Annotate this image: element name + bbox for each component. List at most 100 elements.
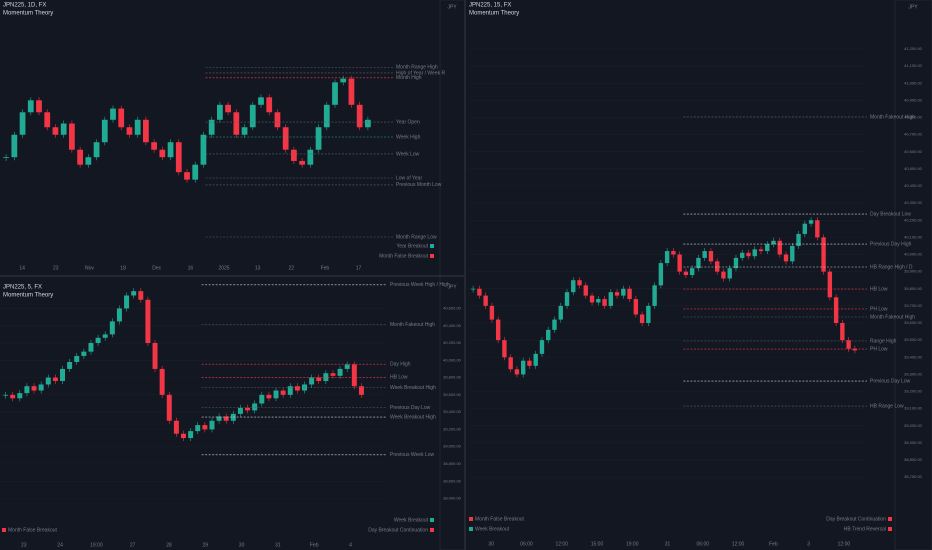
y-tick-label: 38,800.00: [443, 461, 462, 466]
candle: [10, 394, 16, 399]
date-label: 2025: [218, 265, 229, 271]
y-tick-label: 40,000.00: [443, 357, 462, 362]
candle: [95, 337, 101, 344]
level-label: Previous Day Low: [390, 405, 431, 411]
date-label: 27: [130, 542, 136, 548]
candle: [340, 78, 347, 83]
candle: [765, 244, 770, 252]
candle: [294, 386, 300, 391]
level-label: Month Fakeout High: [870, 114, 915, 120]
candle: [102, 334, 108, 338]
date-label: 31: [665, 541, 671, 547]
candle: [351, 364, 357, 387]
candle: [188, 431, 194, 439]
candle: [152, 343, 158, 369]
symbol: JPN225, 1D, FX: [3, 3, 46, 9]
candle: [151, 142, 157, 150]
y-tick-label: 39,100.00: [904, 406, 923, 411]
y-tick-label: 38,600.00: [443, 478, 462, 483]
candle: [299, 160, 305, 165]
candle: [67, 362, 73, 369]
candle: [19, 112, 26, 135]
candle: [274, 112, 281, 128]
date-label: 19:00: [626, 541, 639, 547]
level-label: PH Low: [870, 306, 888, 312]
candle: [614, 292, 620, 296]
candle: [702, 251, 707, 258]
candle: [307, 149, 314, 165]
candle: [3, 157, 9, 158]
date-label: 3: [807, 541, 810, 547]
candle: [815, 220, 820, 238]
indicator: Momentum Theory: [469, 11, 519, 17]
y-tick-label: 40,100.00: [904, 234, 923, 239]
candle: [796, 233, 801, 246]
legend-swatch: [888, 527, 892, 531]
candle: [521, 360, 526, 375]
candle: [116, 308, 122, 322]
candle: [280, 390, 286, 395]
level-label: Low of Year: [396, 175, 422, 181]
left-price-axis: [439, 0, 466, 550]
candle: [558, 305, 563, 320]
candle: [552, 319, 557, 330]
candle: [470, 288, 476, 290]
candle: [45, 377, 51, 385]
date-label: 12:00: [732, 541, 745, 547]
right-price-axis: [894, 0, 932, 550]
candle: [646, 305, 651, 324]
candle: [126, 127, 133, 135]
legend-swatch: [430, 528, 434, 532]
level-label: Day Breakout Low: [870, 211, 911, 217]
y-tick-label: 38,800.00: [904, 457, 923, 462]
date-label: Feb: [321, 265, 330, 271]
candle: [24, 386, 30, 394]
candle: [332, 82, 338, 105]
legend-label: Year Breakout: [396, 243, 428, 249]
candle: [602, 299, 607, 306]
y-tick-label: 39,800.00: [443, 375, 462, 380]
level-label: Week Breakout High: [390, 414, 436, 420]
candle: [208, 119, 215, 135]
candle: [266, 394, 272, 399]
candle: [733, 257, 739, 269]
candle: [44, 112, 51, 128]
candle: [721, 271, 726, 279]
candle: [639, 314, 645, 324]
candle: [241, 127, 248, 135]
candle: [145, 299, 151, 344]
level-label: HB Range High / D: [870, 264, 913, 270]
y-tick-label: 39,200.00: [443, 426, 462, 431]
candle: [192, 164, 199, 180]
candle: [489, 305, 495, 320]
candle: [282, 127, 289, 150]
candle: [273, 390, 279, 399]
candle: [38, 384, 44, 391]
legend-label: Month False Breakout: [379, 253, 429, 259]
level-label: Week Low: [396, 151, 420, 157]
y-tick-label: 40,300.00: [904, 200, 923, 205]
legend-label: Month False Breakout: [475, 516, 525, 522]
candle: [159, 149, 166, 158]
candle: [708, 251, 714, 262]
candle: [330, 373, 336, 376]
legend-label: HB Trend Reversal: [844, 526, 886, 532]
level-label: High of Year / Week R: [396, 70, 445, 76]
y-tick-label: 39,900.00: [904, 269, 923, 274]
level-label: Previous Day High: [870, 241, 912, 247]
candle: [740, 252, 745, 258]
date-label: 24: [57, 542, 63, 548]
level-label: Day High: [390, 361, 411, 367]
y-tick-label: 41,100.00: [904, 63, 923, 68]
candle: [727, 268, 732, 279]
legend-swatch: [469, 517, 473, 521]
candle: [671, 251, 676, 255]
candle: [225, 104, 231, 113]
candle: [287, 386, 293, 395]
candle: [658, 263, 664, 286]
legend-swatch: [430, 244, 434, 248]
candle: [696, 257, 701, 269]
candle: [249, 104, 256, 128]
candle: [143, 119, 149, 143]
candle: [266, 97, 273, 113]
